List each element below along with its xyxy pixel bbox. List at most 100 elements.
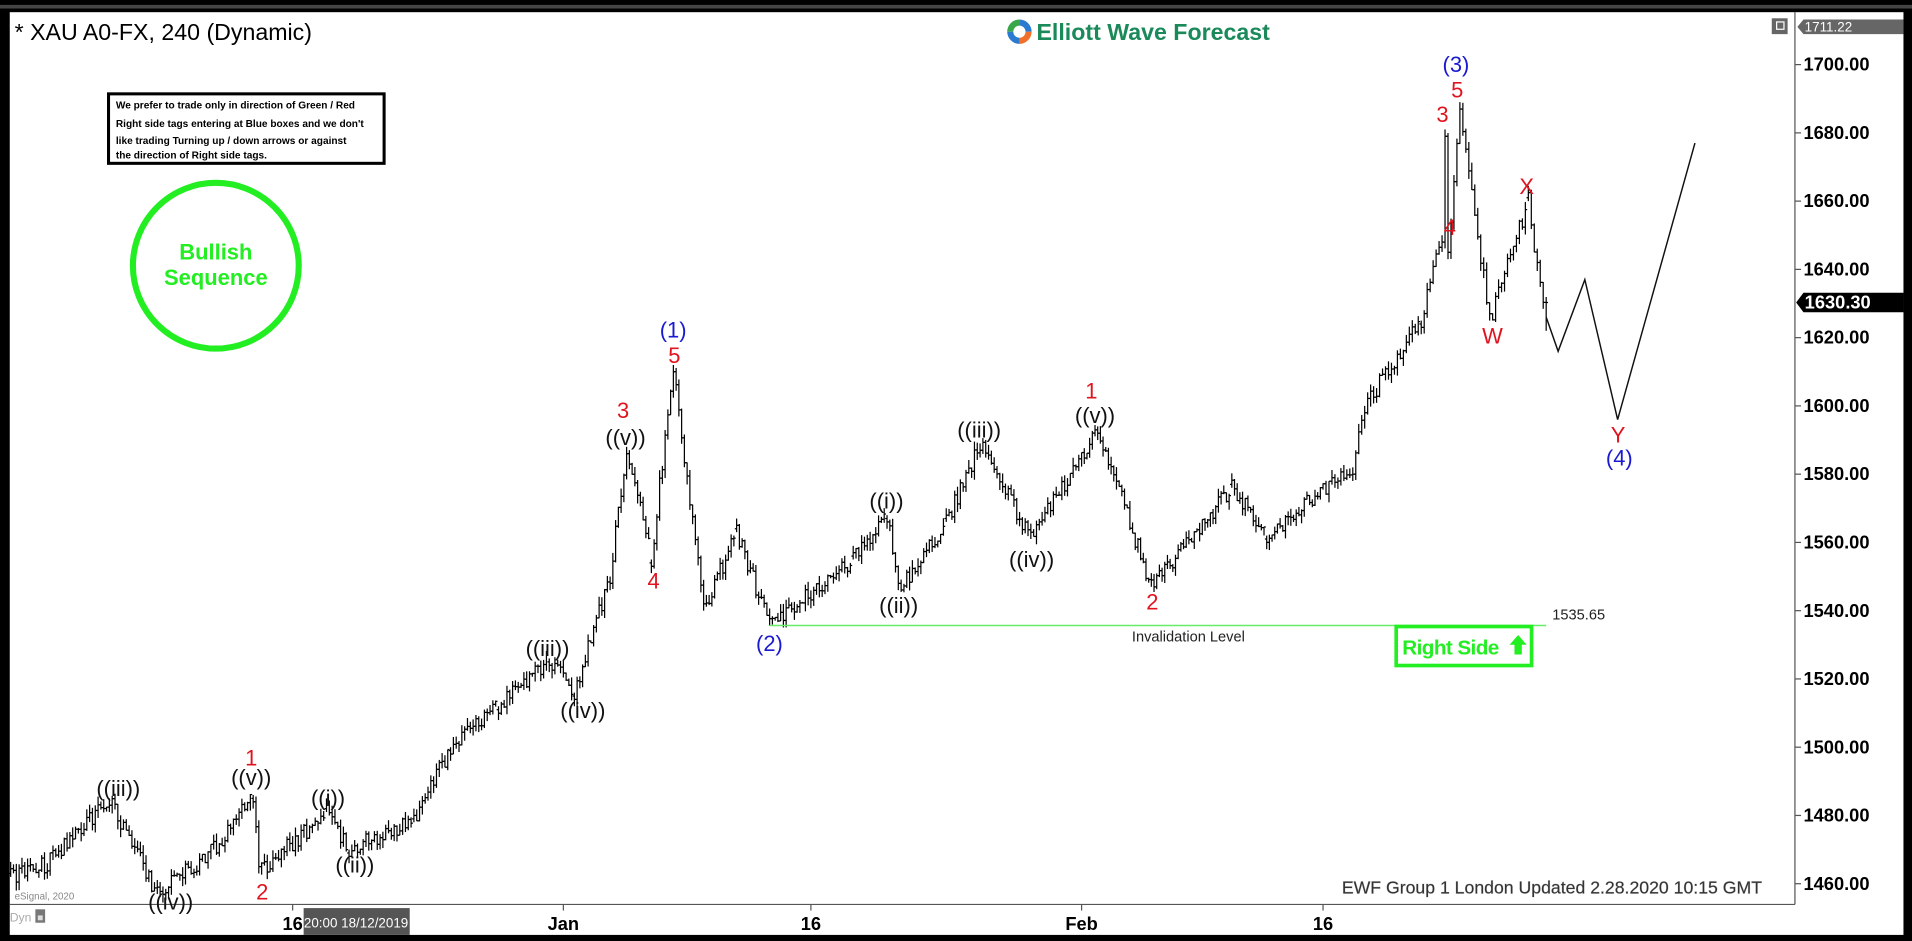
dyn-label[interactable]: Dyn (10, 910, 32, 924)
price-bar (941, 518, 946, 536)
wave-label: 4 (647, 569, 659, 594)
price-bars (8, 102, 1549, 903)
logo-icon (1007, 19, 1032, 44)
svg-text:1711.22: 1711.22 (1805, 20, 1852, 35)
logo-text: Elliott Wave Forecast (1036, 19, 1270, 45)
price-bar (882, 508, 887, 523)
wave-label: 1 (245, 745, 257, 770)
wave-label: ((i)) (311, 786, 345, 811)
lock-icon[interactable] (35, 909, 46, 923)
y-tick-label: 1680.00 (1803, 122, 1869, 143)
wave-label: ((v)) (231, 765, 271, 790)
price-bar (569, 677, 574, 701)
right-side-tag: Right Side (1394, 624, 1534, 668)
price-bar (1227, 493, 1231, 510)
y-tick-label: 1700.00 (1803, 54, 1869, 75)
last-price-tag: 1630.30 (1796, 292, 1904, 313)
wave-label: X (1519, 174, 1534, 199)
wave-label: 5 (1451, 78, 1463, 103)
y-tick-label: 1480.00 (1803, 805, 1869, 826)
price-bar (848, 562, 853, 574)
price-bar (445, 748, 450, 771)
price-axis[interactable]: 1460.00 1480.00 1500.00 1520.00 1540.00 1560.… (1794, 54, 1870, 894)
y-tick-label: 1580.00 (1803, 463, 1869, 484)
restore-window-icon[interactable] (1771, 18, 1788, 35)
svg-text:Right Side: Right Side (1402, 637, 1498, 660)
notice-box: We prefer to trade only in direction of … (107, 92, 386, 165)
top-price-tag: 1711.22 (1797, 19, 1904, 35)
wave-label: ((v)) (1075, 403, 1115, 428)
price-bar (248, 793, 253, 811)
x-tick-label: 16 (1313, 913, 1333, 934)
wave-label: (3) (1443, 52, 1470, 77)
price-bar (321, 811, 326, 821)
projection-path (1545, 142, 1696, 420)
wave-label: W (1482, 324, 1503, 349)
wave-label: Y (1611, 422, 1626, 447)
price-bar (409, 817, 413, 828)
wave-label: ((v)) (605, 425, 645, 450)
wave-label: (1) (660, 318, 687, 343)
y-tick-label: 1620.00 (1803, 327, 1869, 348)
y-tick-label: 1520.00 (1803, 668, 1869, 689)
price-bar (344, 832, 349, 852)
wave-label: 1 (1085, 379, 1097, 404)
logo: Elliott Wave Forecast (1007, 19, 1270, 45)
invalidation-label: Invalidation Level (1132, 629, 1245, 645)
bullish-sequence-badge: Bullish Sequence (129, 179, 302, 352)
price-bar (1544, 296, 1549, 331)
notice-line: We prefer to trade only in direction of … (116, 100, 355, 111)
notice-line: like trading Turning up / down arrows or… (116, 136, 347, 147)
wave-label: 4 (1444, 215, 1456, 240)
arrow-up-icon (1509, 635, 1527, 655)
wave-label: ((iii)) (526, 636, 570, 661)
wave-label: 3 (617, 398, 629, 423)
watermark: eSignal, 2020 (15, 892, 75, 903)
y-tick-label: 1640.00 (1803, 258, 1869, 279)
wave-labels: ((iii)) ((iv)) 1 ((v)) 2 ((i)) ((ii)) ((… (96, 52, 1632, 914)
y-tick-label: 1500.00 (1803, 736, 1869, 757)
y-tick-label: 1600.00 (1803, 395, 1869, 416)
y-tick-label: 1460.00 (1803, 873, 1869, 894)
wave-label: 2 (1146, 589, 1158, 614)
invalidation-value: 1535.65 (1552, 607, 1605, 623)
updated-stamp: EWF Group 1 London Updated 2.28.2020 10:… (1342, 877, 1762, 897)
x-tick-label: 16 (801, 913, 821, 934)
chart-panel[interactable] (9, 12, 1904, 935)
time-axis[interactable]: 16 Jan 16 Feb 16 (282, 904, 1333, 934)
price-bar (646, 527, 651, 540)
svg-text:Bullish: Bullish (179, 240, 252, 265)
wave-label: ((iii)) (96, 776, 140, 801)
wave-label: ((iv)) (148, 889, 193, 914)
svg-text:Sequence: Sequence (164, 265, 268, 290)
svg-text:We prefer to trade only in dir: We prefer to trade only in direction of … (116, 100, 367, 161)
x-tick-label: Jan (548, 913, 579, 934)
notice-line: Right side tags entering at Blue boxes a… (116, 119, 365, 130)
wave-label: ((iv)) (560, 698, 605, 723)
wave-label: ((ii)) (879, 593, 918, 618)
y-tick-label: 1560.00 (1803, 532, 1869, 553)
wave-label: 2 (256, 880, 268, 905)
price-bar (493, 700, 498, 707)
wave-label: ((i)) (869, 488, 903, 513)
price-bar (732, 535, 736, 547)
wave-label: ((iii)) (957, 418, 1001, 443)
x-tick-label: 16 (282, 913, 302, 934)
svg-text:20:00 18/12/2019: 20:00 18/12/2019 (304, 916, 408, 931)
price-bar (1523, 201, 1528, 235)
wave-label: ((ii)) (335, 853, 374, 878)
svg-text:1630.30: 1630.30 (1805, 292, 1871, 313)
price-bar (1262, 526, 1266, 536)
notice-line: the direction of Right side tags. (116, 150, 267, 161)
wave-label: ((iv)) (1009, 547, 1054, 572)
y-tick-label: 1540.00 (1803, 600, 1869, 621)
y-tick-label: 1660.00 (1803, 190, 1869, 211)
x-tick-label: Feb (1065, 913, 1097, 934)
wave-label: 5 (668, 343, 680, 368)
wave-label: (4) (1606, 446, 1633, 471)
price-bar (544, 650, 549, 671)
wave-label: (2) (756, 631, 783, 656)
cursor-time-tooltip: 20:00 18/12/2019 (303, 908, 410, 935)
price-bar (1416, 316, 1421, 336)
